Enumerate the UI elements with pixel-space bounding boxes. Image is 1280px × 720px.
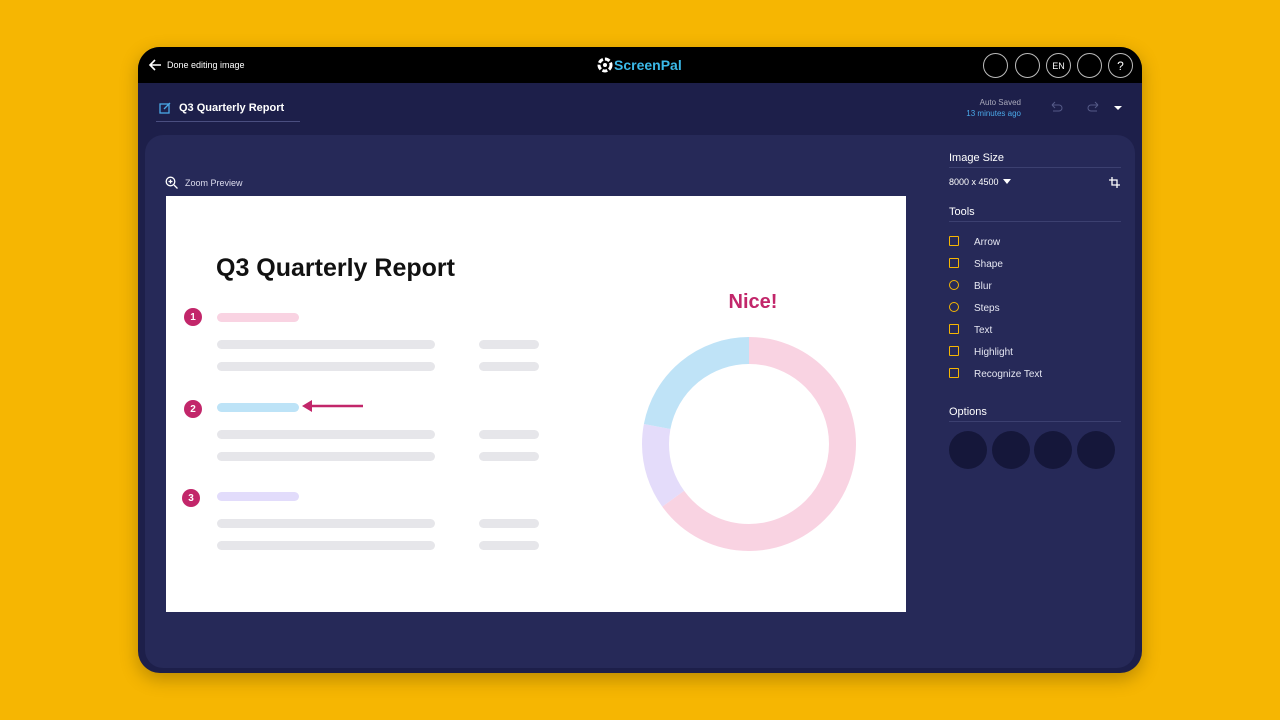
tool-icon [949, 346, 959, 356]
title-underline [156, 121, 300, 122]
layers-button[interactable] [1077, 53, 1102, 78]
tool-item[interactable]: Highlight [974, 347, 1013, 358]
placeholder [217, 452, 435, 461]
placeholder [217, 403, 299, 412]
tool-item[interactable]: Arrow [974, 237, 1001, 248]
back-icon[interactable] [148, 58, 162, 72]
arrow-annotation [302, 400, 363, 412]
placeholder [479, 541, 539, 550]
edit-icon [159, 102, 171, 114]
zoom-label[interactable]: Zoom Preview [185, 178, 243, 188]
dropdown-icon[interactable] [1003, 179, 1011, 185]
donut-illustration [642, 337, 856, 551]
section-title: Image Size [949, 152, 1005, 164]
crop-icon[interactable] [1109, 177, 1120, 188]
image-size[interactable]: 8000 x 4500 [949, 177, 999, 187]
logo-icon [597, 57, 613, 73]
divider [949, 167, 1121, 168]
placeholder [217, 519, 435, 528]
top-bar: Done editing image ScreenPal EN ? [138, 47, 1142, 83]
document-title[interactable]: Q3 Quarterly Report [179, 102, 285, 114]
workspace: Zoom Preview Q3 Quarterly Report 1 2 3 N… [145, 135, 1135, 668]
open-button[interactable] [992, 431, 1030, 469]
step-badge: 3 [182, 489, 200, 507]
back-label[interactable]: Done editing image [167, 60, 245, 70]
tool-item[interactable]: Steps [974, 303, 1000, 314]
divider [949, 421, 1121, 422]
copy-button[interactable] [949, 431, 987, 469]
tool-item[interactable]: Text [974, 325, 993, 336]
image-canvas: Q3 Quarterly Report 1 2 3 Nice! [166, 196, 906, 612]
upload-button[interactable] [1034, 431, 1072, 469]
tool-icon [949, 280, 959, 290]
save-time: 13 minutes ago [966, 109, 1021, 118]
placeholder [217, 362, 435, 371]
placeholder [479, 362, 539, 371]
logo: ScreenPal [614, 57, 682, 73]
placeholder [217, 541, 435, 550]
zoom-icon[interactable] [165, 176, 178, 189]
tool-item[interactable]: Shape [974, 259, 1003, 270]
tool-icon [949, 302, 959, 312]
delete-button[interactable] [1077, 431, 1115, 469]
step-badge: 2 [184, 400, 202, 418]
undo-redo[interactable] [1048, 101, 1128, 115]
step-badge: 1 [184, 308, 202, 326]
placeholder [217, 313, 299, 322]
tool-icon [949, 324, 959, 334]
placeholder [217, 430, 435, 439]
placeholder [479, 452, 539, 461]
tool-icon [949, 258, 959, 268]
tool-icon [949, 236, 959, 246]
placeholder [479, 340, 539, 349]
section-title: Tools [949, 206, 975, 218]
tool-item[interactable]: Blur [974, 281, 992, 292]
tool-item[interactable]: Recognize Text [974, 369, 1043, 380]
placeholder [479, 430, 539, 439]
save-status: Auto Saved [979, 98, 1021, 107]
history-button[interactable] [1015, 53, 1040, 78]
canvas-heading: Q3 Quarterly Report [216, 254, 455, 282]
checklist-button[interactable] [983, 53, 1008, 78]
tool-icon [949, 368, 959, 378]
divider [949, 221, 1121, 222]
section-title: Options [949, 406, 987, 418]
placeholder [479, 519, 539, 528]
app-window: Done editing image ScreenPal EN ? Q3 Qua… [138, 47, 1142, 673]
help-button[interactable]: ? [1108, 53, 1133, 78]
placeholder [217, 340, 435, 349]
annotation-text: Nice! [728, 291, 778, 313]
placeholder [217, 492, 299, 501]
language-button[interactable]: EN [1046, 53, 1071, 78]
